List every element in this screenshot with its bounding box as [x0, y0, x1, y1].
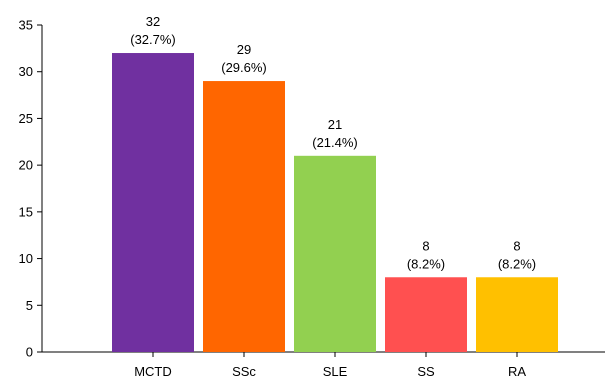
x-tick-label: RA [508, 364, 526, 378]
data-labels-group: 32 (32.7%) 29 (29.6%) 21 (21.4%) 8 (8.2%) 8 (8.2%… [130, 14, 536, 271]
bar-ssc [203, 81, 285, 353]
x-tick-label: SSc [232, 364, 256, 378]
data-label-value: 29 [237, 42, 251, 57]
data-label-value: 8 [422, 238, 429, 253]
data-label-percent: (21.4%) [312, 135, 358, 150]
y-tick-label: 35 [19, 18, 33, 33]
y-tick-label: 25 [19, 111, 33, 126]
x-tick-label: MCTD [134, 364, 172, 378]
data-label-percent: (29.6%) [221, 60, 267, 75]
bar-sle [294, 155, 376, 352]
bar-ss [385, 277, 467, 352]
bar-mctd [112, 53, 194, 353]
y-tick-label: 20 [19, 158, 33, 173]
x-tick-label: SLE [323, 364, 348, 378]
data-label-value: 32 [146, 14, 160, 29]
y-axis: 0 5 10 15 20 25 30 35 [19, 18, 43, 360]
x-tick-label: SS [417, 364, 435, 378]
bar-ra [476, 277, 558, 352]
data-label-value: 8 [513, 238, 520, 253]
data-label-value: 21 [328, 117, 342, 132]
y-tick-label: 0 [26, 345, 33, 360]
x-axis: MCTD SSc SLE SS RA [42, 351, 605, 378]
y-tick-label: 10 [19, 251, 33, 266]
data-label-percent: (8.2%) [498, 256, 536, 271]
data-label-percent: (32.7%) [130, 32, 176, 47]
bars-group [112, 53, 558, 353]
y-tick-label: 15 [19, 204, 33, 219]
y-tick-label: 30 [19, 64, 33, 79]
y-tick-label: 5 [26, 298, 33, 313]
data-label-percent: (8.2%) [407, 256, 445, 271]
